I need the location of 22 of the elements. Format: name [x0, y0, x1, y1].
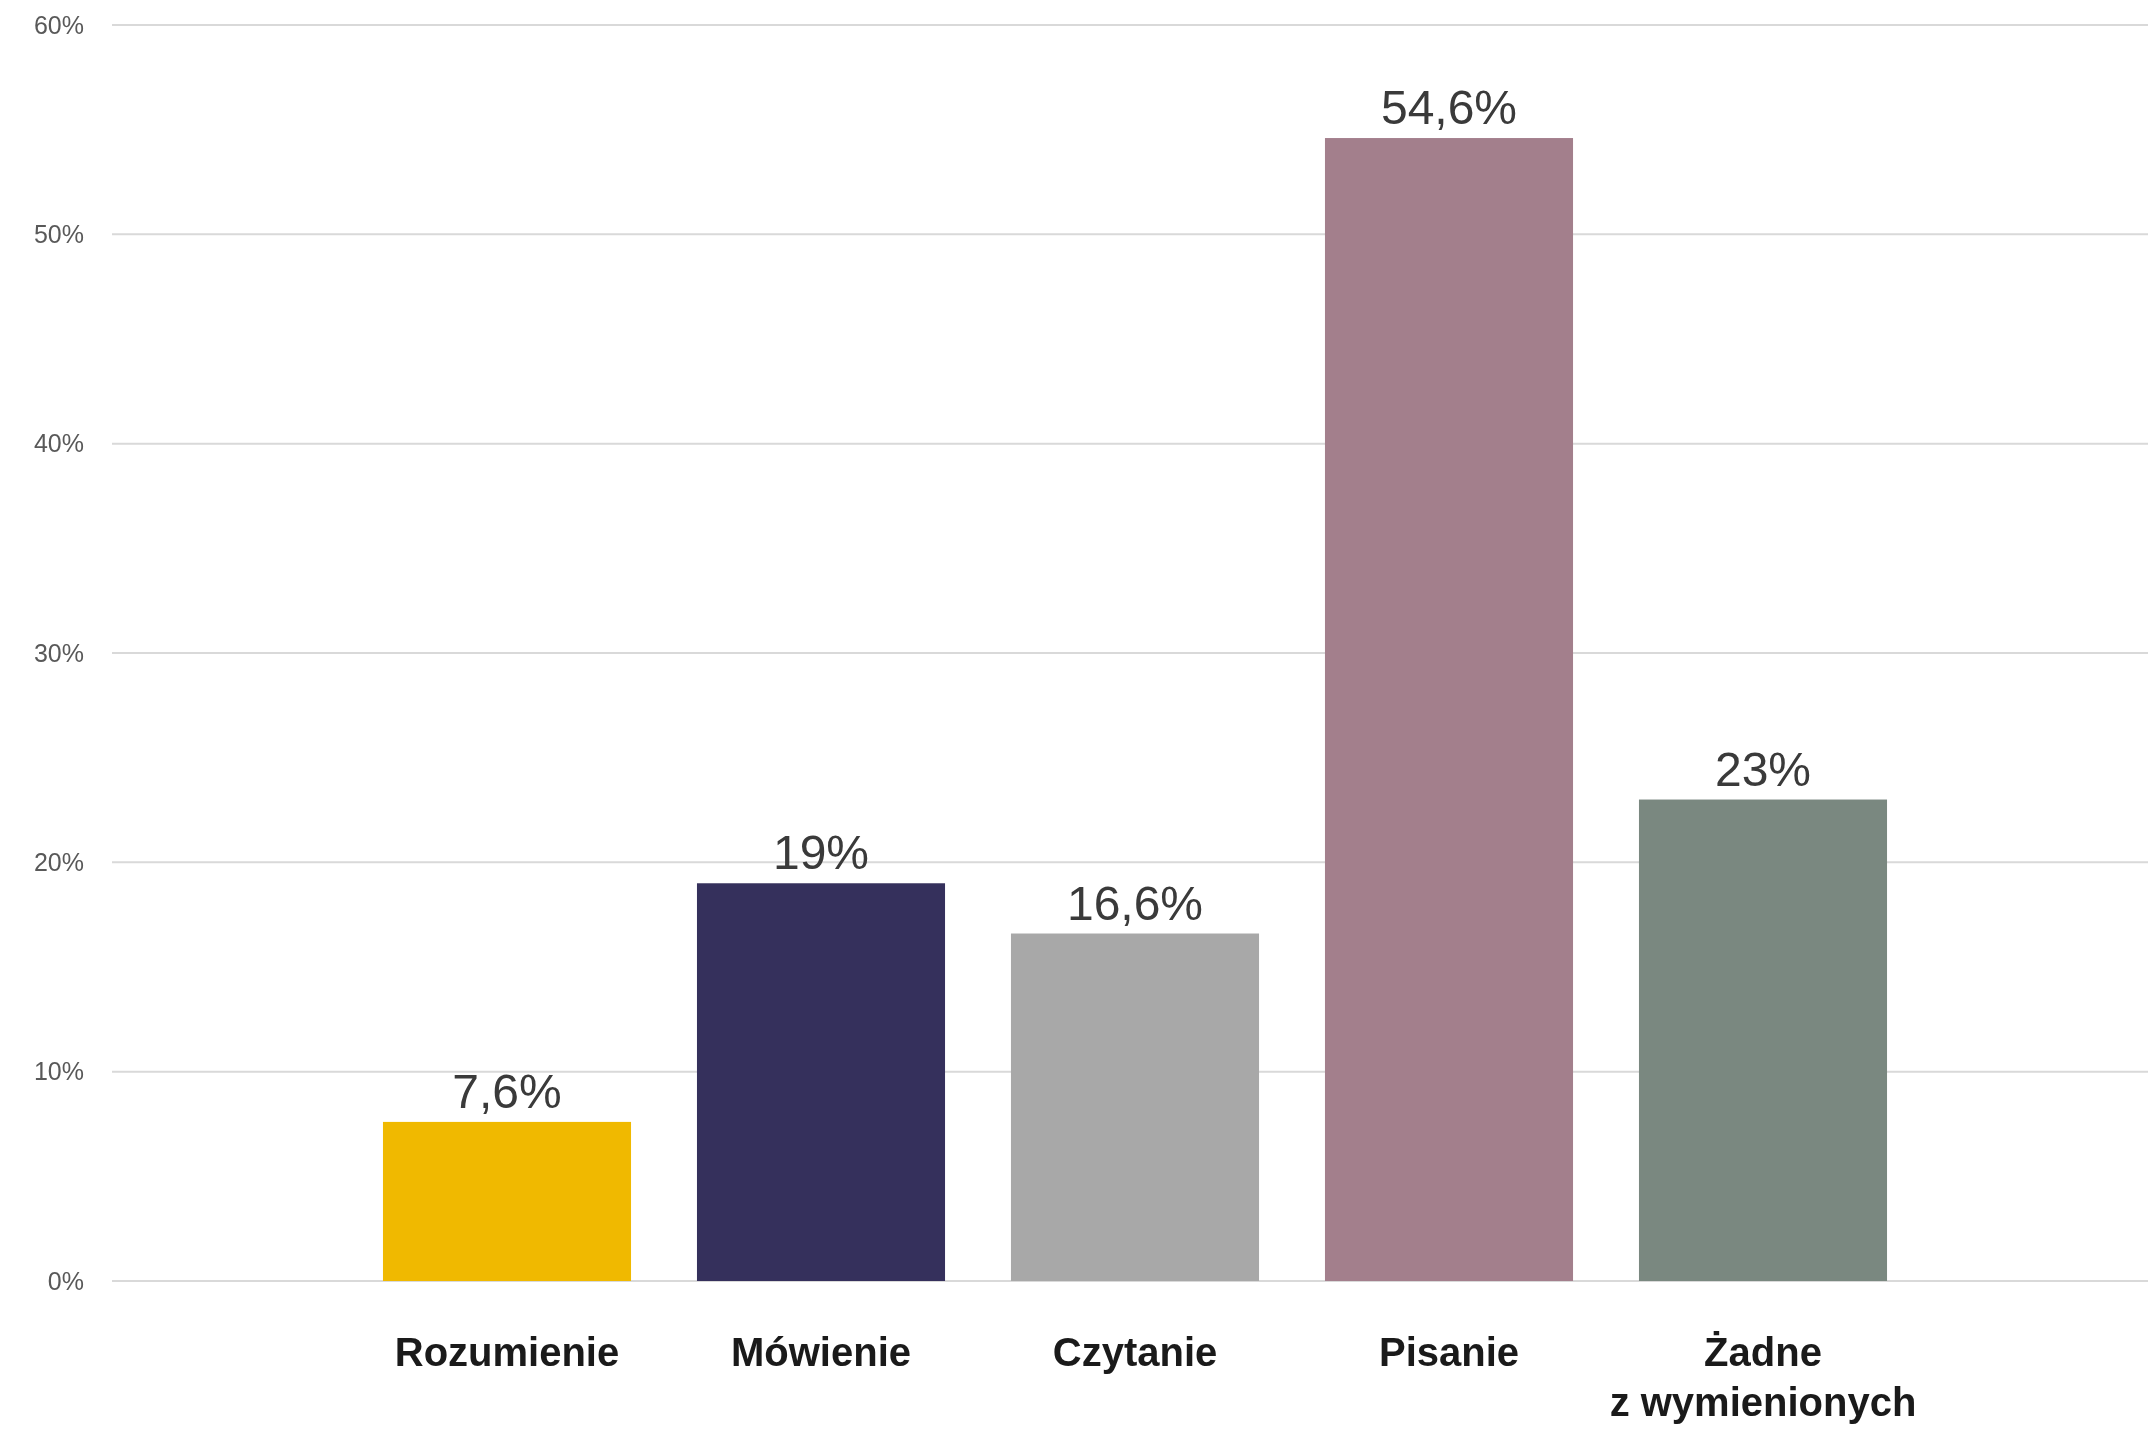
bar [696, 883, 946, 1281]
bar [1010, 933, 1260, 1281]
x-tick-label: Czytanie [1052, 1330, 1218, 1374]
x-tick-label: Żadne z wymienionych [1609, 1330, 1917, 1424]
y-tick-label: 40% [33, 429, 84, 458]
y-tick-label: 50% [33, 220, 84, 249]
bar [1324, 138, 1574, 1281]
bar [382, 1121, 632, 1281]
y-tick-label: 30% [33, 638, 84, 667]
y-tick-label: 20% [33, 848, 84, 877]
x-tick-label: Mówienie [730, 1330, 912, 1374]
y-tick-label: 60% [33, 10, 84, 39]
data-label: 23% [1714, 742, 1812, 796]
y-tick-label: 10% [33, 1057, 84, 1086]
y-tick-label: 0% [47, 1266, 84, 1295]
data-label: 54,6% [1380, 81, 1518, 135]
bar [1638, 799, 1888, 1281]
x-tick-label: Rozumienie [394, 1330, 620, 1374]
data-label: 16,6% [1066, 876, 1204, 930]
x-tick-label: Pisanie [1378, 1330, 1520, 1374]
data-label: 7,6% [452, 1064, 562, 1118]
data-label: 19% [772, 826, 870, 880]
